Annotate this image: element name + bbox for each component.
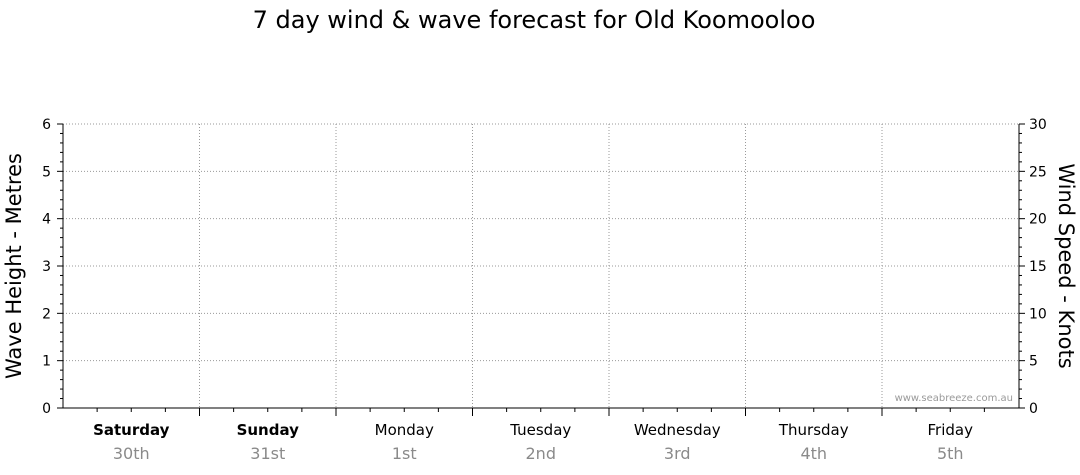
day-name-label: Saturday <box>93 421 170 439</box>
right-tick-label: 30 <box>1029 117 1047 133</box>
right-tick-label: 10 <box>1029 306 1047 322</box>
left-tick-label: 5 <box>42 164 51 180</box>
day-name-label: Tuesday <box>509 421 571 439</box>
watermark: www.seabreeze.com.au <box>895 393 1013 404</box>
left-tick-label: 4 <box>42 212 51 228</box>
right-tick-label: 5 <box>1029 354 1038 370</box>
day-name-label: Friday <box>928 421 974 439</box>
left-tick-label: 3 <box>42 259 51 275</box>
day-name-label: Sunday <box>237 421 300 439</box>
chart-title: 7 day wind & wave forecast for Old Koomo… <box>252 6 816 34</box>
right-tick-label: 0 <box>1029 401 1038 417</box>
axes <box>62 124 1020 416</box>
right-axis-title: Wind Speed - Knots <box>1054 163 1078 368</box>
day-labels: Saturday 30th Sunday 31st Monday 1st Tuesday 2n… <box>93 421 973 463</box>
day-date-label: 4th <box>800 444 827 463</box>
day-date-label: 31st <box>250 444 285 463</box>
right-tick-label: 15 <box>1029 259 1047 275</box>
day-name-label: Monday <box>375 421 434 439</box>
day-date-label: 3rd <box>664 444 691 463</box>
grid-lines <box>63 123 1019 408</box>
left-tick-label: 1 <box>42 354 51 370</box>
right-tick-label: 25 <box>1029 164 1047 180</box>
day-name-label: Wednesday <box>634 421 721 439</box>
day-date-label: 30th <box>113 444 150 463</box>
right-tick-label: 20 <box>1029 212 1047 228</box>
day-date-label: 2nd <box>526 444 556 463</box>
day-date-label: 5th <box>937 444 964 463</box>
left-tick-label: 6 <box>42 117 51 133</box>
left-axis-title: Wave Height - Metres <box>2 153 26 379</box>
left-tick-label: 2 <box>42 306 51 322</box>
left-axis-ticks: 0 1 2 3 4 5 6 <box>42 117 63 417</box>
right-axis-ticks: 0 5 10 15 20 25 30 <box>1019 117 1047 417</box>
day-name-label: Thursday <box>778 421 849 439</box>
day-date-label: 1st <box>392 444 417 463</box>
left-tick-label: 0 <box>42 401 51 417</box>
